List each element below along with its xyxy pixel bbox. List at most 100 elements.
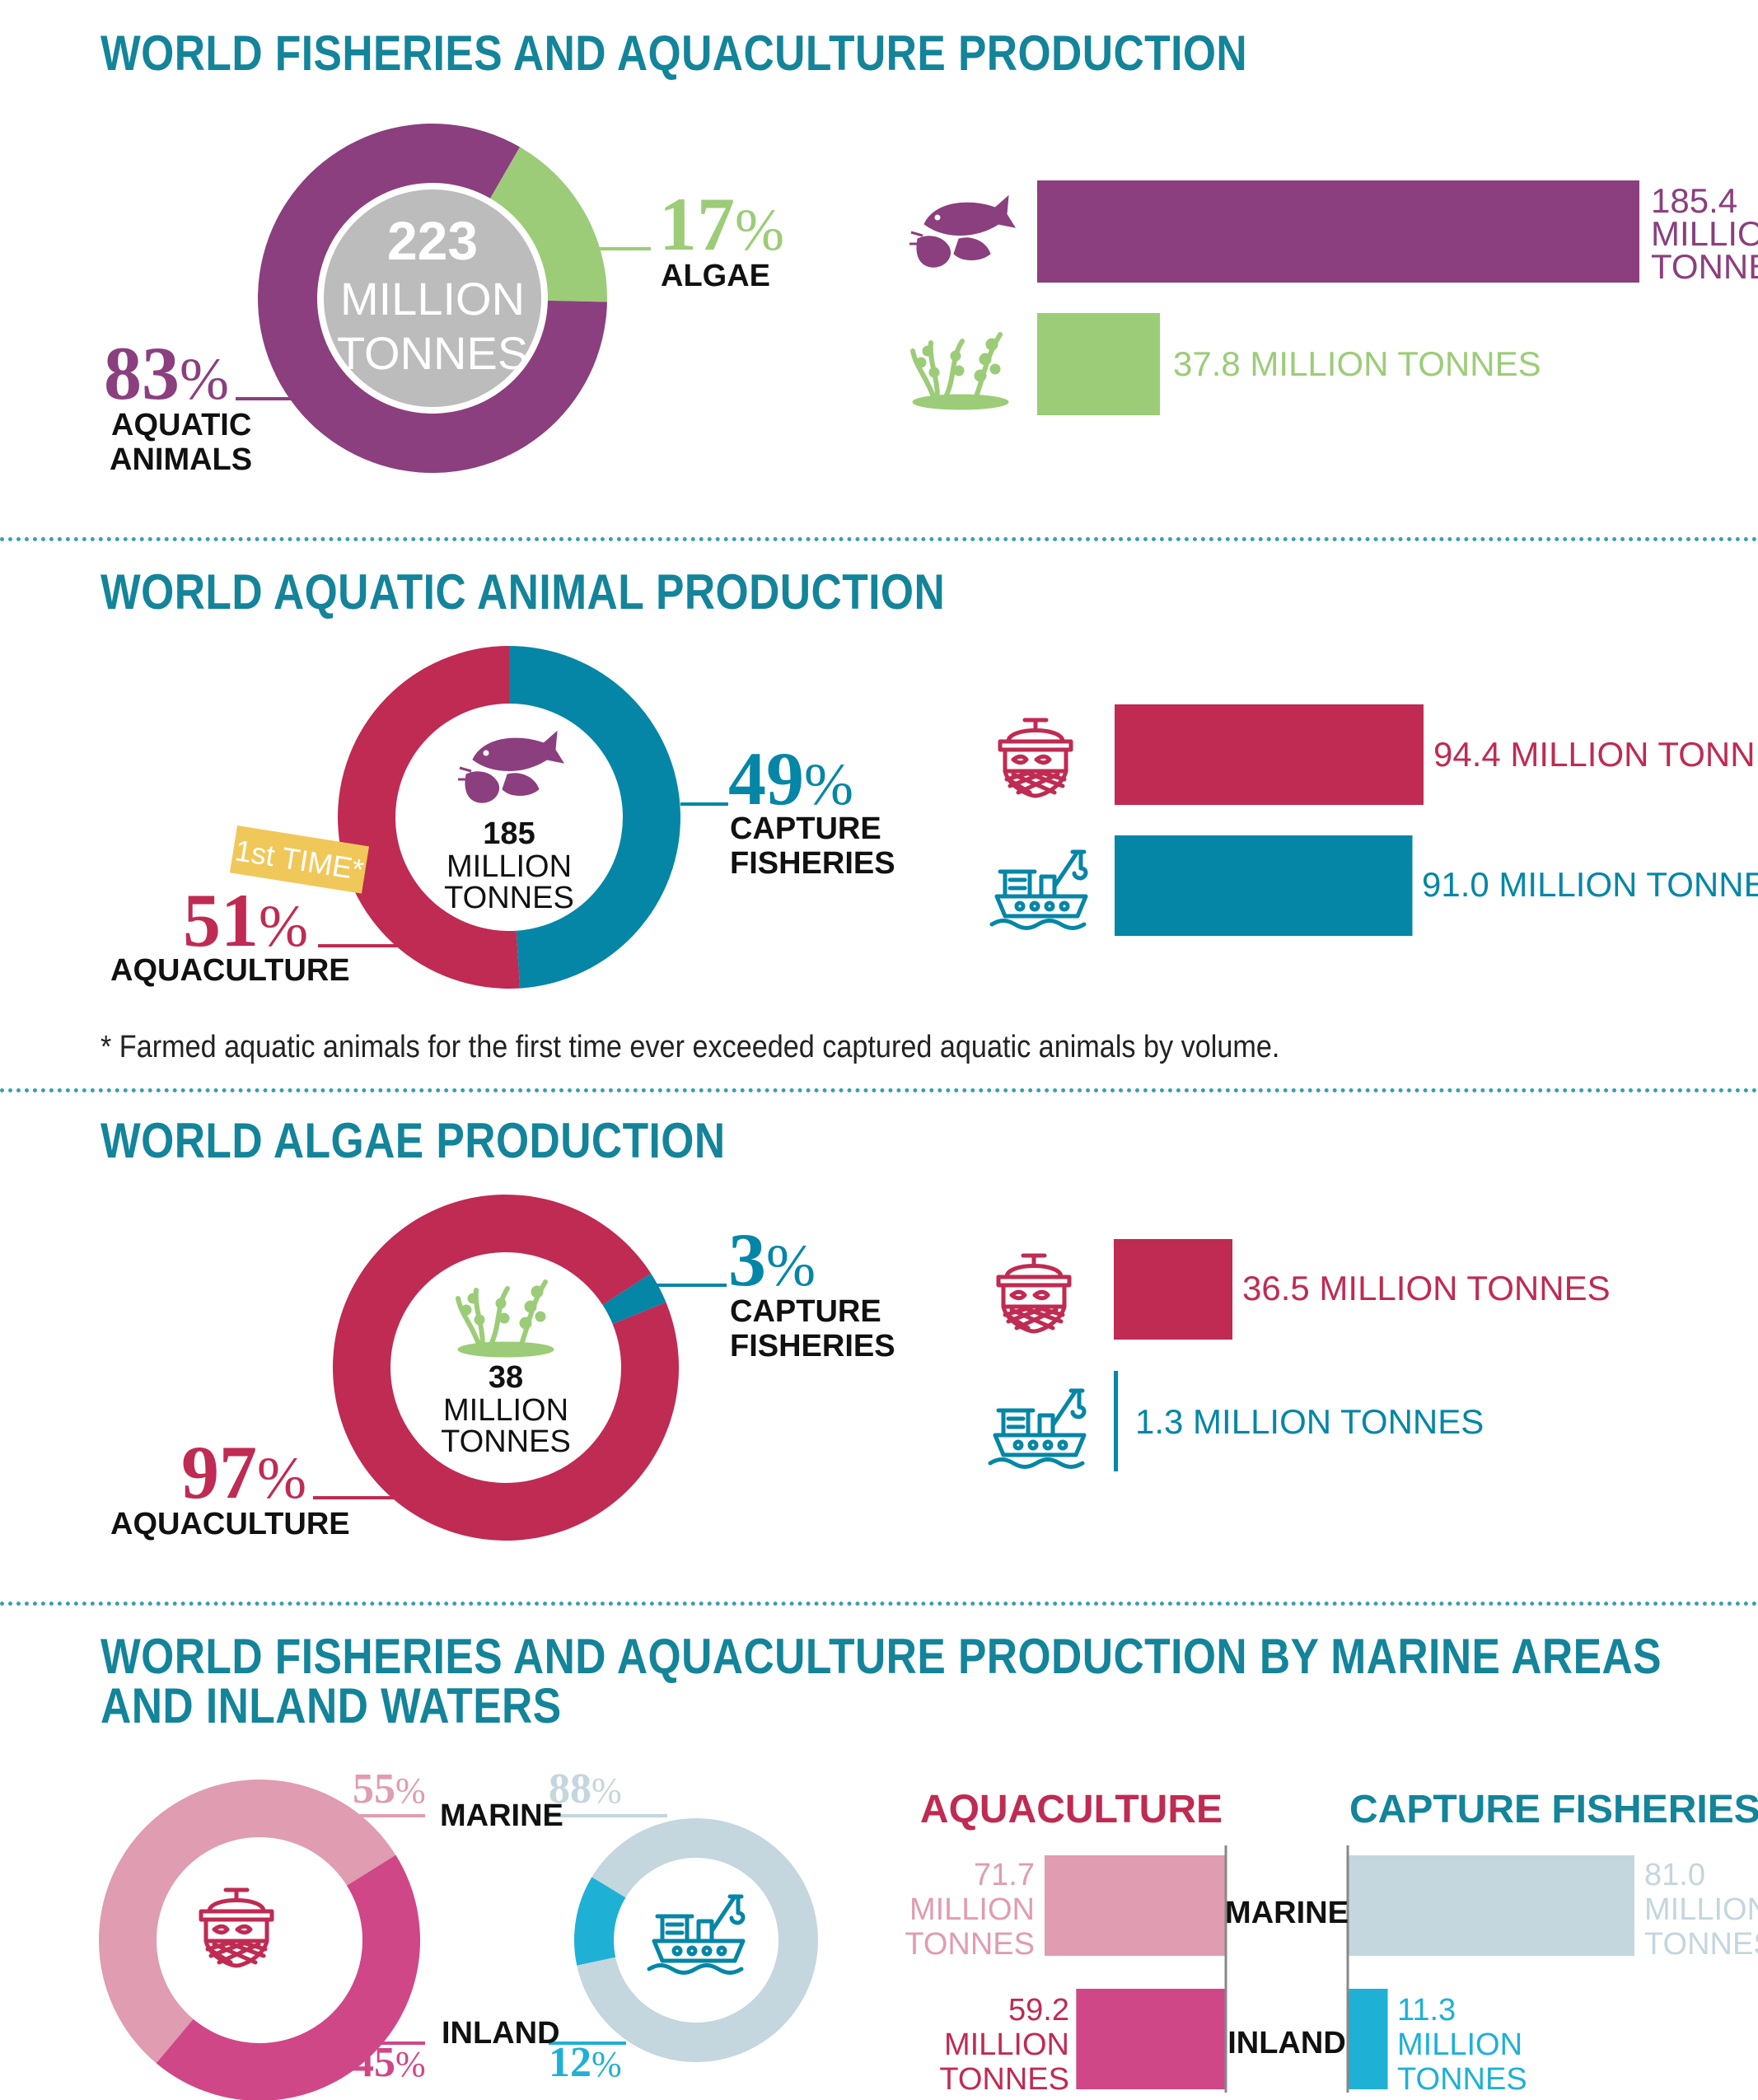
section2-title: WORLD AQUATIC ANIMAL PRODUCTION <box>101 564 946 620</box>
value-cap-marine-3: TONNES <box>1644 1927 1758 1962</box>
label-aquaculture: AQUACULTURE <box>110 953 350 988</box>
slice-capture-fisheries <box>509 646 681 989</box>
donut-aquatic-animal <box>338 646 681 989</box>
bar-algae <box>1037 313 1161 415</box>
bar-value-aquatic-animals-3: TONNES <box>1651 247 1758 286</box>
donut-total-production <box>258 123 607 473</box>
first-time-badge-bg <box>229 826 370 894</box>
bar-value-aquatic-animals-1: 185.4 <box>1651 181 1737 220</box>
label-algae: ALGAE <box>661 259 770 293</box>
fish-shellfish-icon <box>908 194 1017 269</box>
pct-capture-inland: 12% <box>549 2039 622 2086</box>
slice-marine <box>577 1818 818 2062</box>
bar-aquatic-animals <box>1037 180 1639 283</box>
heading-capture-fisheries: CAPTURE FISHERIES <box>1349 1788 1758 1831</box>
pct-aqua-inland: 45% <box>353 2039 426 2086</box>
slice-algae <box>490 147 607 302</box>
row-label-marine: MARINE <box>1225 1896 1349 1930</box>
pct-aqua-marine: 55% <box>353 1766 426 1812</box>
pct-algae: 17% <box>659 182 784 266</box>
divider <box>0 1602 1758 1606</box>
pct-capture-fisheries: 3% <box>728 1218 816 1302</box>
bar-value-capture-fisheries: 1.3 MILLION TONNES <box>1135 1402 1484 1441</box>
divider <box>0 1088 1758 1092</box>
value-aqua-inland-1: 59.2 <box>1008 1993 1069 2028</box>
center-unit-line1: MILLION <box>340 273 525 325</box>
center-unit-line1: MILLION <box>443 1393 568 1428</box>
section3-title: WORLD ALGAE PRODUCTION <box>101 1113 726 1168</box>
label-marine: MARINE <box>440 1798 563 1833</box>
section4-title-line2: AND INLAND WATERS <box>101 1678 562 1733</box>
bar-capture-fisheries <box>1115 835 1413 936</box>
bar-aquaculture-marine <box>1045 1855 1226 1956</box>
pct-aquaculture: 51% <box>183 878 308 962</box>
fishing-vessel-icon <box>992 852 1086 928</box>
bar-aquaculture <box>1114 1239 1232 1340</box>
bar-capture-inland <box>1348 1989 1388 2089</box>
fishing-vessel-icon <box>649 1897 743 1973</box>
slice-capture-fisheries <box>602 1273 666 1325</box>
pct-aquatic-animals: 83% <box>104 331 229 415</box>
donut-center-disc <box>324 189 541 407</box>
value-cap-inland-1: 11.3 <box>1397 1993 1456 2028</box>
label-aquatic-animals-2: ANIMALS <box>110 442 252 477</box>
center-total-value: 38 <box>489 1360 523 1395</box>
slice-aquaculture <box>338 646 521 989</box>
center-unit-line2: TONNES <box>337 327 528 379</box>
fishing-vessel-icon <box>990 1391 1084 1467</box>
bar-value-aquaculture: 94.4 MILLION TONNES <box>1433 735 1758 774</box>
pct-aquaculture: 97% <box>181 1430 306 1514</box>
section4-title-line1: WORLD FISHERIES AND AQUACULTURE PRODUCTI… <box>101 1629 1662 1684</box>
aquaculture-cage-icon <box>998 1256 1069 1331</box>
value-cap-inland-3: TONNES <box>1397 2062 1527 2097</box>
value-aqua-marine-2: MILLION <box>909 1892 1035 1927</box>
slice-inland <box>573 1877 626 1966</box>
bar-capture-marine <box>1348 1855 1634 1956</box>
seaweed-icon <box>458 1282 554 1357</box>
row-label-inland: INLAND <box>1227 2026 1346 2060</box>
label-capture-2: FISHERIES <box>730 846 895 881</box>
seaweed-icon <box>913 334 1008 409</box>
center-unit-line1: MILLION <box>447 849 572 884</box>
divider <box>0 537 1758 541</box>
value-aqua-inland-3: TONNES <box>939 2062 1069 2097</box>
bar-aquaculture-inland <box>1076 1989 1226 2089</box>
bar-value-algae: 37.8 MILLION TONNES <box>1173 344 1541 383</box>
bar-value-aquaculture: 36.5 MILLION TONNES <box>1242 1269 1611 1307</box>
center-unit-line2: TONNES <box>441 1424 571 1459</box>
value-aqua-inland-2: MILLION <box>944 2028 1069 2062</box>
bar-aquaculture <box>1115 704 1424 805</box>
value-aqua-marine-1: 71.7 <box>974 1858 1035 1892</box>
label-aquaculture: AQUACULTURE <box>110 1507 350 1541</box>
pct-capture-marine: 88% <box>549 1766 622 1812</box>
donut-aquaculture-marine-inland <box>98 1780 420 2100</box>
label-capture-1: CAPTURE <box>730 811 881 846</box>
label-capture-1: CAPTURE <box>730 1294 881 1329</box>
donut-capture-marine-inland <box>573 1818 818 2062</box>
center-total-value: 223 <box>387 210 478 271</box>
label-aquatic-animals-1: AQUATIC <box>111 408 251 442</box>
aquaculture-cage-icon <box>201 1890 272 1966</box>
fish-shellfish-icon <box>456 730 565 804</box>
bar-value-aquatic-animals-2: MILLION <box>1651 214 1758 253</box>
aquaculture-cage-icon <box>1000 720 1071 796</box>
slice-marine <box>98 1780 396 2064</box>
slice-aquaculture <box>333 1195 679 1541</box>
bar-capture-fisheries <box>1114 1371 1119 1471</box>
value-aqua-marine-3: TONNES <box>905 1927 1035 1962</box>
value-cap-inland-2: MILLION <box>1397 2028 1522 2062</box>
bar-value-capture-fisheries: 91.0 MILLION TONNES <box>1422 865 1758 904</box>
heading-aquaculture: AQUACULTURE <box>920 1788 1223 1831</box>
center-total-value: 185 <box>483 816 535 851</box>
slice-aquatic-animals <box>258 123 607 473</box>
value-cap-marine-2: MILLION <box>1644 1892 1758 1927</box>
pct-capture-fisheries: 49% <box>728 737 853 821</box>
label-inland: INLAND <box>442 2016 560 2051</box>
label-capture-2: FISHERIES <box>730 1329 895 1363</box>
section1-title: WORLD FISHERIES AND AQUACULTURE PRODUCTI… <box>101 26 1248 81</box>
slice-inland <box>156 1854 420 2100</box>
center-unit-line2: TONNES <box>444 881 574 915</box>
footnote: * Farmed aquatic animals for the first t… <box>101 1030 1280 1064</box>
donut-algae <box>333 1195 679 1541</box>
